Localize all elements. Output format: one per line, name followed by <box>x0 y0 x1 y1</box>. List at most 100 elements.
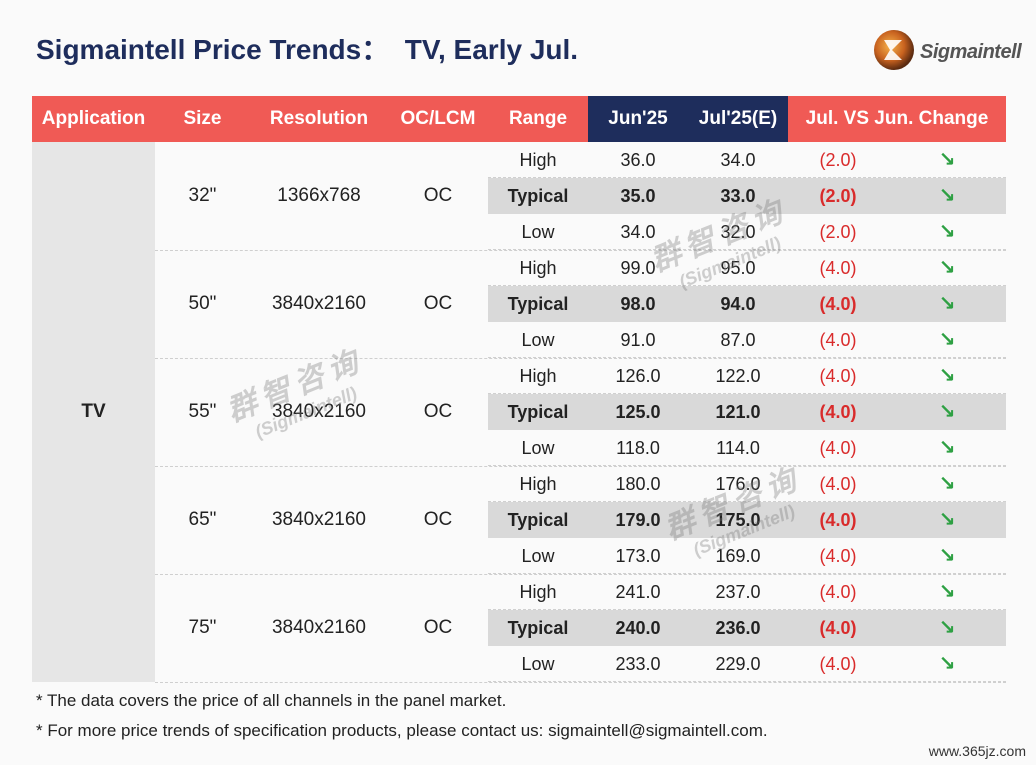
change-cell: (4.0) <box>819 294 857 314</box>
size-cell: 50" <box>188 293 217 314</box>
table-row: Typical 125.0 121.0 (4.0) ↘ <box>155 394 1006 430</box>
header-application: Application <box>41 108 146 129</box>
footnote: * The data covers the price of all chann… <box>36 691 507 710</box>
range-cell: Typical <box>507 294 569 314</box>
range-cell: Low <box>521 330 555 350</box>
change-cell: (4.0) <box>819 330 857 350</box>
jul-price-cell: 169.0 <box>715 546 761 566</box>
range-cell: Low <box>521 546 555 566</box>
jul-price-cell: 94.0 <box>720 294 756 314</box>
jun-price-cell: 35.0 <box>620 186 656 206</box>
resolution-cell: 3840x2160 <box>271 617 367 638</box>
jul-price-cell: 236.0 <box>715 618 761 638</box>
change-cell: (4.0) <box>819 510 857 530</box>
row-separator <box>488 572 1006 574</box>
table-row: Low 173.0 169.0 (4.0) ↘ <box>155 538 1006 574</box>
typical-row-band <box>488 178 1006 214</box>
arrow-down-right-icon: ↘ <box>938 473 956 495</box>
change-cell: (2.0) <box>819 186 857 206</box>
row-separator <box>488 608 1006 610</box>
table-row: High 99.0 95.0 (4.0) ↘ <box>155 250 1006 286</box>
application-column <box>32 142 155 682</box>
range-cell: High <box>519 582 557 602</box>
table-row: High 126.0 122.0 (4.0) ↘ <box>155 358 1006 394</box>
sigmaintell-logo-icon <box>874 30 914 70</box>
size-cell: 75" <box>188 617 217 638</box>
jul-price-cell: 33.0 <box>720 186 756 206</box>
oc-cell: OC <box>423 617 453 638</box>
group-separator <box>155 357 1006 359</box>
range-cell: Typical <box>507 186 569 206</box>
row-separator <box>488 464 1006 466</box>
jul-price-cell: 87.0 <box>720 330 756 350</box>
header-jun: Jun'25 <box>608 108 668 129</box>
header-size: Size <box>183 108 222 129</box>
arrow-down-right-icon: ↘ <box>938 545 956 567</box>
range-cell: Typical <box>507 510 569 530</box>
oc-cell: OC <box>423 509 453 530</box>
range-cell: Low <box>521 654 555 674</box>
arrow-down-right-icon: ↘ <box>938 329 956 351</box>
change-cell: (4.0) <box>819 582 857 602</box>
row-separator <box>488 500 1006 502</box>
typical-row-band <box>488 610 1006 646</box>
change-cell: (2.0) <box>819 150 857 170</box>
jun-price-cell: 91.0 <box>620 330 656 350</box>
size-cell: 65" <box>188 509 217 530</box>
jun-price-cell: 34.0 <box>620 222 656 242</box>
jun-price-cell: 179.0 <box>615 510 661 530</box>
arrow-down-right-icon: ↘ <box>938 653 956 675</box>
change-cell: (4.0) <box>819 654 857 674</box>
header-resolution: Resolution <box>269 108 369 129</box>
table-header-month-band <box>588 96 788 142</box>
row-separator <box>488 248 1006 250</box>
jun-price-cell: 126.0 <box>615 366 661 386</box>
range-cell: High <box>519 150 557 170</box>
footnote: * For more price trends of specification… <box>36 721 768 740</box>
header-range: Range <box>508 108 568 129</box>
resolution-cell: 1366x768 <box>277 185 361 206</box>
range-cell: Typical <box>507 402 569 422</box>
range-cell: High <box>519 366 557 386</box>
header-change: Jul. VS Jun. Change <box>805 108 989 129</box>
jul-price-cell: 175.0 <box>715 510 761 530</box>
arrow-down-right-icon: ↘ <box>938 509 956 531</box>
table-row: Low 118.0 114.0 (4.0) ↘ <box>155 430 1006 466</box>
range-cell: Typical <box>507 618 569 638</box>
application-label: TV <box>81 401 106 422</box>
change-cell: (4.0) <box>819 438 857 458</box>
group-separator <box>155 573 1006 575</box>
table-row: Typical 179.0 175.0 (4.0) ↘ <box>155 502 1006 538</box>
oc-cell: OC <box>423 293 453 314</box>
header-jul: Jul'25(E) <box>698 108 778 129</box>
jun-price-cell: 98.0 <box>620 294 656 314</box>
jul-price-cell: 229.0 <box>715 654 761 674</box>
table-row: Typical 98.0 94.0 (4.0) ↘ <box>155 286 1006 322</box>
arrow-down-right-icon: ↘ <box>938 365 956 387</box>
change-cell: (4.0) <box>819 402 857 422</box>
change-cell: (4.0) <box>819 474 857 494</box>
table-row: Low 91.0 87.0 (4.0) ↘ <box>155 322 1006 358</box>
typical-row-band <box>488 502 1006 538</box>
range-cell: High <box>519 474 557 494</box>
group-separator <box>155 681 1006 683</box>
jun-price-cell: 233.0 <box>615 654 661 674</box>
oc-cell: OC <box>423 185 453 206</box>
table-row: Typical 35.0 33.0 (2.0) ↘ <box>155 178 1006 214</box>
jun-price-cell: 240.0 <box>615 618 661 638</box>
table-header <box>32 96 1006 142</box>
resolution-cell: 3840x2160 <box>271 509 367 530</box>
table-row: Low 233.0 229.0 (4.0) ↘ <box>155 646 1006 682</box>
jul-price-cell: 121.0 <box>715 402 761 422</box>
range-cell: Low <box>521 222 555 242</box>
arrow-down-right-icon: ↘ <box>938 437 956 459</box>
typical-row-band <box>488 394 1006 430</box>
jun-price-cell: 125.0 <box>615 402 661 422</box>
footnotes: * The data covers the price of all chann… <box>36 686 768 746</box>
jul-price-cell: 95.0 <box>720 258 756 278</box>
row-separator <box>488 680 1006 682</box>
row-separator <box>488 176 1006 178</box>
jul-price-cell: 114.0 <box>716 438 760 458</box>
jul-price-cell: 176.0 <box>715 474 761 494</box>
size-cell: 55" <box>188 401 217 422</box>
